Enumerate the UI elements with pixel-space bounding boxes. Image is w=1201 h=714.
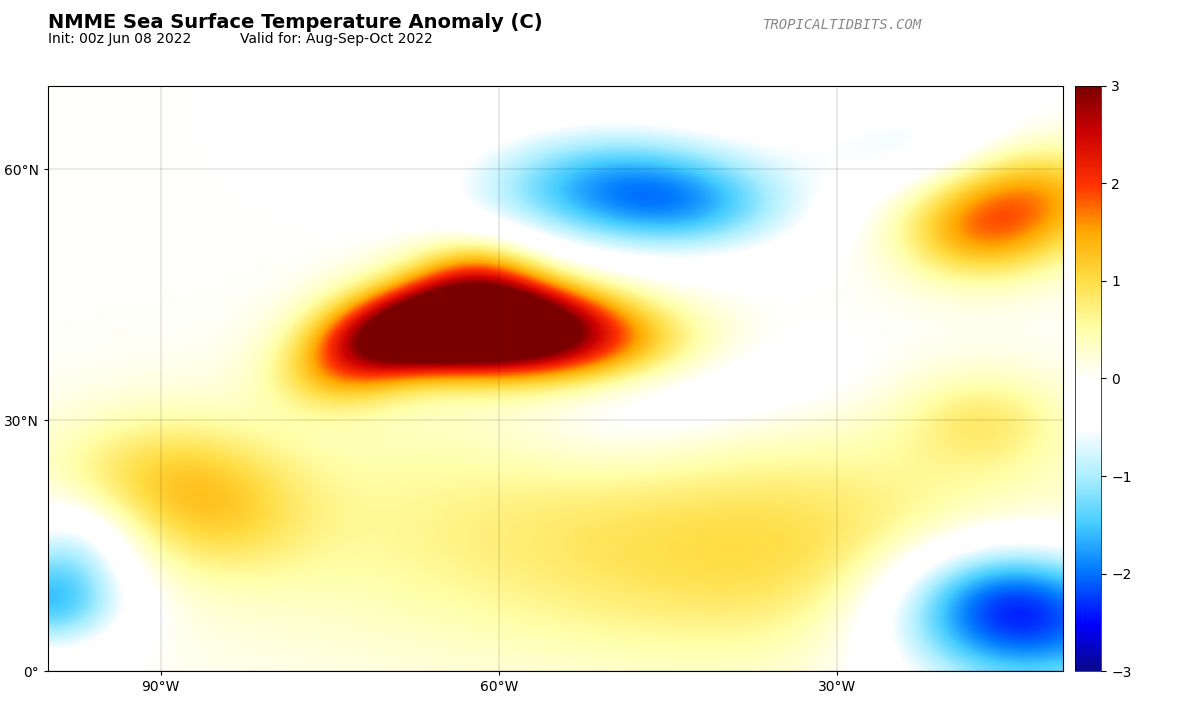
Text: TROPICALTIDBITS.COM: TROPICALTIDBITS.COM [763,18,921,32]
Text: NMME Sea Surface Temperature Anomaly (C): NMME Sea Surface Temperature Anomaly (C) [48,13,543,32]
Text: Init: 00z Jun 08 2022: Init: 00z Jun 08 2022 [48,32,191,46]
Text: Valid for: Aug-Sep-Oct 2022: Valid for: Aug-Sep-Oct 2022 [240,32,432,46]
